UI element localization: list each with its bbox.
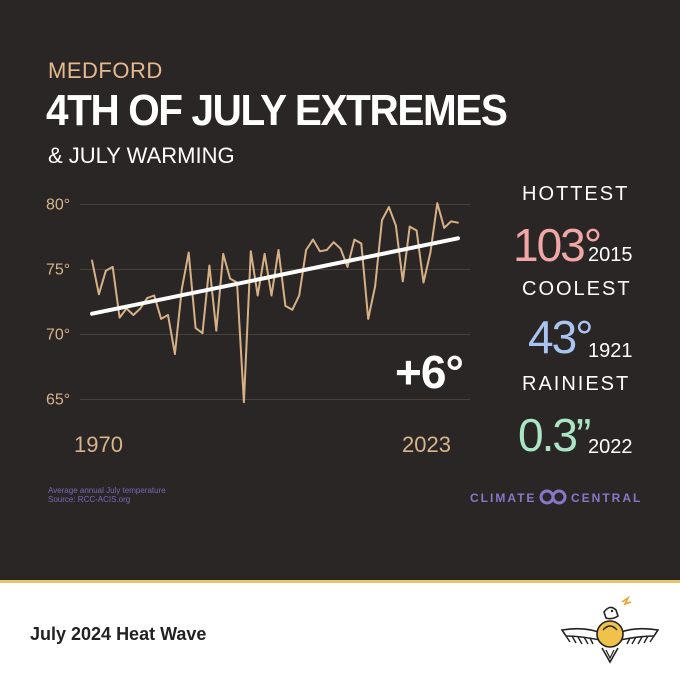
data-point [360,242,363,245]
coolest-value: 43° [528,311,594,363]
page-subtitle: & JULY WARMING [48,143,235,168]
infinity-loop-icon [539,489,567,505]
data-point [339,247,342,250]
data-point [353,238,356,241]
y-tick-label: 80° [46,197,70,214]
thunderbird-icon [560,596,660,664]
data-point [394,224,397,227]
location-label: MEDFORD [48,58,163,83]
y-tick-label: 70° [46,327,70,344]
data-point [381,219,383,221]
data-point [422,281,425,284]
footer-caption: July 2024 Heat Wave [30,624,207,644]
warming-annotation: +6° [395,346,464,398]
data-point [436,202,439,205]
data-point [298,294,301,297]
data-point [132,314,135,316]
data-point [305,249,307,251]
rainiest-value: 0.3” [518,409,591,461]
data-point [153,294,156,297]
data-point [194,327,197,329]
hottest-year: 2015 [588,244,633,266]
brand-name-second: CENTRAL [571,491,643,505]
data-point [429,251,432,254]
data-point [201,332,204,335]
y-tick-label: 75° [46,262,70,279]
hottest-value: 103° [513,219,602,271]
x-tick-label-end: 2023 [402,432,451,457]
data-point [284,305,287,307]
data-point [401,280,404,283]
data-point [180,288,183,290]
july-temperature-chart: 80° 75° 70° 65° 1970 2023 [46,197,470,457]
page-title: 4TH OF JULY EXTREMES [46,86,508,135]
data-point [408,225,411,228]
gold-divider [0,580,680,583]
data-point [215,329,218,332]
data-point [367,318,370,320]
infographic-card [0,0,680,581]
source-citation: Source: RCC-ACIS.org [48,495,131,504]
data-point [263,253,266,255]
coolest-year: 1921 [588,340,633,362]
data-point [325,249,328,251]
data-point [270,294,273,297]
trend-line [90,236,460,316]
y-axis-ticks: 80° 75° 70° 65° [46,197,70,409]
data-point [291,308,294,311]
y-tick-label: 65° [46,392,70,409]
data-points [91,202,459,403]
data-point [332,241,335,244]
brand-name-first: CLIMATE [470,491,537,505]
data-point [256,294,259,297]
data-point [222,253,225,255]
data-point [104,269,107,272]
data-point [167,314,169,316]
data-point [457,221,459,224]
data-point [229,277,232,280]
data-point [98,293,100,296]
data-point [118,316,121,319]
data-point [173,353,176,355]
data-point [111,266,114,268]
data-point [243,401,245,403]
data-point [415,229,418,232]
data-point [277,249,280,251]
data-point [443,227,446,229]
footer-bar [0,583,680,680]
data-point [388,206,390,208]
data-point [318,250,321,253]
data-point [91,259,93,262]
data-point [160,318,162,320]
data-point [249,250,252,253]
data-point [208,264,211,267]
data-point [312,238,314,241]
rainiest-year: 2022 [588,436,633,458]
data-point [146,297,149,299]
data-point [346,266,349,268]
data-point [450,220,452,223]
hottest-label: HOTTEST [522,183,630,205]
coolest-label: COOLEST [522,278,632,300]
rainiest-label: RAINIEST [522,373,631,395]
x-tick-label-start: 1970 [74,432,123,457]
data-point [374,285,377,288]
data-point [187,251,190,254]
x-axis-ticks: 1970 2023 [74,432,451,457]
series-line [91,202,459,404]
source-description: Average annual July temperature [48,486,166,495]
data-point [139,307,142,310]
